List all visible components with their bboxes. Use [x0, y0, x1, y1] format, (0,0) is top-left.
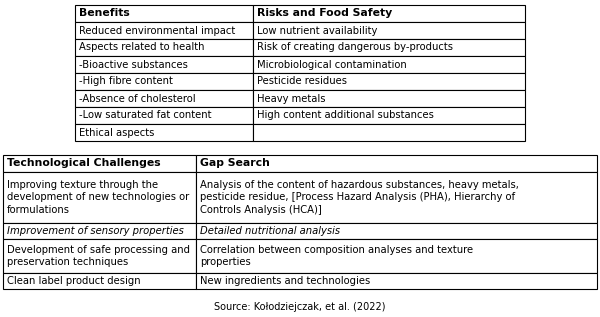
Bar	[75, 73, 253, 90]
Text: High content additional substances: High content additional substances	[257, 111, 434, 120]
Text: Correlation between composition analyses and texture
properties: Correlation between composition analyses…	[200, 245, 473, 267]
Text: Reduced environmental impact: Reduced environmental impact	[79, 25, 235, 36]
Bar	[3, 273, 196, 289]
Bar	[75, 124, 253, 141]
Bar	[196, 223, 597, 239]
Bar	[75, 39, 253, 56]
Bar	[3, 239, 196, 273]
Text: Microbiological contamination: Microbiological contamination	[257, 60, 407, 69]
Text: Improvement of sensory properties: Improvement of sensory properties	[7, 226, 184, 236]
Text: Pesticide residues: Pesticide residues	[257, 76, 347, 87]
Text: Source: Kołodziejczak, et al. (2022): Source: Kołodziejczak, et al. (2022)	[214, 302, 386, 312]
Text: New ingredients and technologies: New ingredients and technologies	[200, 276, 370, 286]
Bar	[75, 22, 253, 39]
Bar	[253, 107, 525, 124]
Text: Improving texture through the
development of new technologies or
formulations: Improving texture through the developmen…	[7, 180, 189, 215]
Text: Benefits: Benefits	[79, 9, 130, 18]
Text: Aspects related to health: Aspects related to health	[79, 42, 205, 53]
Text: Technological Challenges: Technological Challenges	[7, 158, 161, 169]
Bar	[196, 155, 597, 172]
Text: Gap Search: Gap Search	[200, 158, 270, 169]
Text: -Absence of cholesterol: -Absence of cholesterol	[79, 94, 196, 103]
Bar	[75, 90, 253, 107]
Text: Detailed nutritional analysis: Detailed nutritional analysis	[200, 226, 340, 236]
Text: Low nutrient availability: Low nutrient availability	[257, 25, 377, 36]
Bar	[3, 223, 196, 239]
Text: Development of safe processing and
preservation techniques: Development of safe processing and prese…	[7, 245, 190, 267]
Bar	[253, 73, 525, 90]
Bar	[196, 239, 597, 273]
Bar	[196, 172, 597, 223]
Bar	[253, 90, 525, 107]
Bar	[253, 124, 525, 141]
Bar	[75, 107, 253, 124]
Bar	[75, 5, 253, 22]
Bar	[253, 22, 525, 39]
Text: Risks and Food Safety: Risks and Food Safety	[257, 9, 392, 18]
Text: -High fibre content: -High fibre content	[79, 76, 173, 87]
Bar	[253, 39, 525, 56]
Text: Ethical aspects: Ethical aspects	[79, 127, 154, 138]
Bar	[75, 56, 253, 73]
Text: Analysis of the content of hazardous substances, heavy metals,
pesticide residue: Analysis of the content of hazardous sub…	[200, 180, 519, 215]
Bar	[253, 5, 525, 22]
Text: -Low saturated fat content: -Low saturated fat content	[79, 111, 212, 120]
Text: Clean label product design: Clean label product design	[7, 276, 140, 286]
Text: Heavy metals: Heavy metals	[257, 94, 325, 103]
Bar	[196, 273, 597, 289]
Bar	[3, 172, 196, 223]
Text: -Bioactive substances: -Bioactive substances	[79, 60, 188, 69]
Bar	[253, 56, 525, 73]
Bar	[3, 155, 196, 172]
Text: Risk of creating dangerous by-products: Risk of creating dangerous by-products	[257, 42, 453, 53]
